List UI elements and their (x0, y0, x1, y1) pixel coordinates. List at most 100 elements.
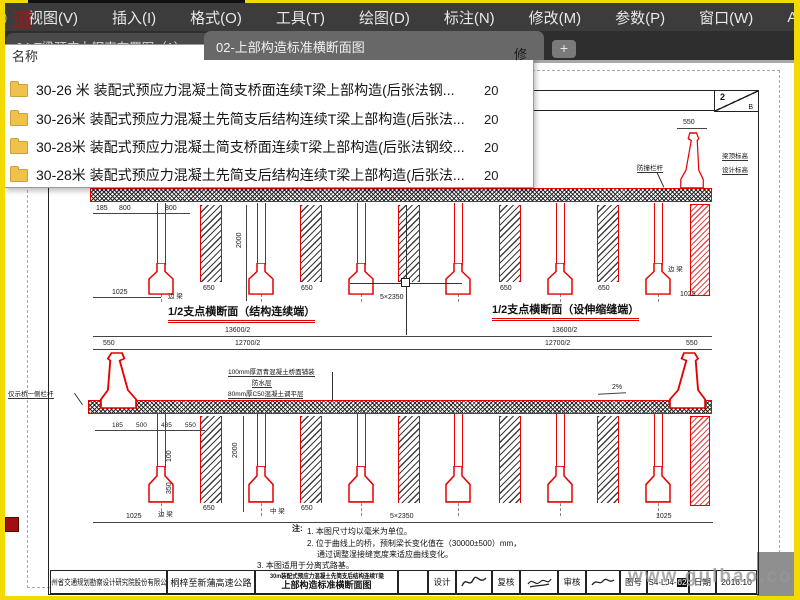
dim-650: 650 (598, 285, 610, 292)
dim-550: 550 (103, 340, 115, 347)
date-value: 2016.10 (716, 570, 757, 594)
list-item[interactable]: 30-28米 装配式预应力混凝土简支桥面连续T梁上部构造(后张法钢绞... 20 (8, 135, 526, 159)
diaphragm-hatch (597, 416, 619, 503)
note-1: 1. 本图尺寸均以毫米为单位。 (307, 527, 412, 536)
dim-5x2350: 5×2350 (380, 294, 404, 301)
folder-icon (10, 165, 28, 182)
note-2b: 通过调整湿接缝宽度来适应曲线变化。 (317, 550, 453, 559)
tab-drawing-02-active[interactable]: 02-上部构造标准横断面图 (204, 31, 544, 60)
menu-parametric[interactable]: 参数(P) (615, 9, 666, 27)
dim-13600-2: 13600/2 (552, 327, 578, 334)
dim-550: 550 (185, 422, 196, 429)
tbeam-web (157, 203, 166, 265)
menu-format[interactable]: 格式(O) (190, 9, 242, 27)
crosshair-pickbox (401, 278, 410, 287)
menu-draw[interactable]: 绘图(D) (359, 9, 410, 27)
list-item[interactable]: 30-28米 装配式预应力混凝土先简支后结构连续T梁上部构造(后张法... 20 (8, 163, 526, 187)
diaphragm-hatch (499, 416, 521, 503)
check-label: 复核 (492, 570, 520, 594)
label-deck-elevation: 梁顶标高 (722, 150, 748, 161)
dwg-no-label: 图号 (620, 570, 647, 594)
dim-extension-line (243, 416, 244, 512)
capture-frame-left (0, 0, 5, 600)
label-leveling-layer: 80mm厚C50混凝土调平层 (228, 388, 304, 399)
tbeam-bulb (445, 466, 471, 503)
tbeam-web (157, 414, 166, 468)
site-watermark: www.gulbao.com (628, 566, 800, 587)
dim-650: 650 (500, 285, 512, 292)
label-design-elevation: 设计标高 (722, 164, 748, 175)
list-date-column-header[interactable]: 修 (514, 47, 528, 62)
tbeam-bulb (248, 263, 274, 295)
dim-550-barrier: 550 (683, 119, 695, 126)
tab2-label: 02-上部构造标准横断面图 (216, 40, 365, 55)
list-name-column-header[interactable]: 名称 (12, 49, 39, 64)
list-item-date: 20 (484, 82, 498, 98)
artifact-red-box (5, 517, 19, 532)
note-2a: 2. 位于曲线上的桥，预制梁长变化值在（30000±500）mm， (307, 539, 522, 548)
tbeam-bulb (645, 263, 671, 295)
check-signature (520, 570, 558, 594)
menu-tools[interactable]: 工具(T) (275, 9, 325, 27)
dim-line (93, 297, 161, 298)
leader-line (332, 372, 333, 400)
dim-185: 185 (112, 422, 123, 429)
tbeam-bulb (547, 263, 573, 295)
folder-icon (10, 137, 28, 154)
tbeam-bulb (348, 466, 374, 503)
dwg-no-prefix: S4-LJ4- (648, 577, 677, 587)
section-title-right: 1/2支点横断面（设伸缩缝端） (492, 301, 640, 321)
label-mid-beam: 中 梁 (270, 508, 285, 515)
tbeam-bulb (445, 263, 471, 295)
label-edge-beam: 边 梁 (168, 293, 183, 300)
tbeam-bulb (148, 263, 174, 295)
list-item[interactable]: 30-26米 装配式预应力混凝土先简支后结构连续T梁上部构造(后张法... 20 (8, 107, 526, 131)
dim-185: 185 (96, 205, 108, 212)
dim-650: 650 (203, 505, 215, 512)
menu-insert[interactable]: 插入(I) (112, 9, 157, 27)
dim-13600-2: 13600/2 (225, 327, 251, 334)
dim-line (95, 430, 205, 431)
crosshair-vertical (406, 205, 407, 335)
tbeam-web (454, 203, 463, 265)
notes-tag: 注: (292, 524, 303, 533)
artifact-watermark-glyph: 道 (12, 8, 33, 32)
dim-350: 350 (166, 482, 173, 494)
review-label: 审核 (558, 570, 586, 594)
capture-frame-top-black (28, 0, 245, 3)
note-3: 3. 本图适用于分离式路基。 (257, 561, 354, 570)
file-list-dropdown (4, 44, 534, 188)
sheet-rev: B (748, 104, 753, 111)
menu-dimension[interactable]: 标注(N) (443, 9, 495, 27)
diaphragm-hatch (499, 205, 521, 282)
diaphragm-hatch (200, 205, 222, 282)
tbeam-web (357, 414, 366, 468)
menu-modify[interactable]: 修改(M) (528, 9, 582, 27)
dim-485: 485 (161, 422, 172, 429)
label-edge-beam: 边 梁 (158, 511, 173, 518)
dim-650: 650 (301, 505, 313, 512)
tbeam-bulb (248, 466, 274, 503)
deck-slab-upper (90, 188, 712, 202)
barrier-lower-right (668, 352, 707, 409)
dim-100: 100 (166, 450, 173, 462)
label-edge-beam: 边 梁 (668, 266, 683, 273)
dim-12700-2: 12700/2 (235, 340, 261, 347)
tbeam-web (556, 203, 565, 265)
capture-frame-top (0, 0, 800, 3)
dim-5x2350: 5×2350 (390, 513, 414, 520)
tbeam-web (654, 414, 663, 468)
tbeam-web (556, 414, 565, 468)
menu-window[interactable]: 窗口(W) (699, 9, 754, 27)
list-item-name: 30-26 米 装配式预应力混凝土简支桥面连续T梁上部构造(后张法钢... (36, 82, 455, 98)
menu-view[interactable]: 视图(V) (28, 9, 78, 27)
list-item-date: 20 (484, 111, 498, 127)
label-slope-2pct: 2% (612, 384, 623, 391)
section-title-left: 1/2支点横断面（结构连续端） (168, 303, 316, 323)
tbeam-web (257, 414, 266, 468)
company-name: 贵州省交通规划勘察设计研究院股份有限公司 (50, 577, 167, 587)
new-tab-button[interactable]: + (552, 40, 576, 58)
tbeam-web (357, 203, 366, 265)
dim-800: 800 (119, 205, 131, 212)
list-item[interactable]: 30-26 米 装配式预应力混凝土简支桥面连续T梁上部构造(后张法钢... 20 (8, 78, 526, 102)
